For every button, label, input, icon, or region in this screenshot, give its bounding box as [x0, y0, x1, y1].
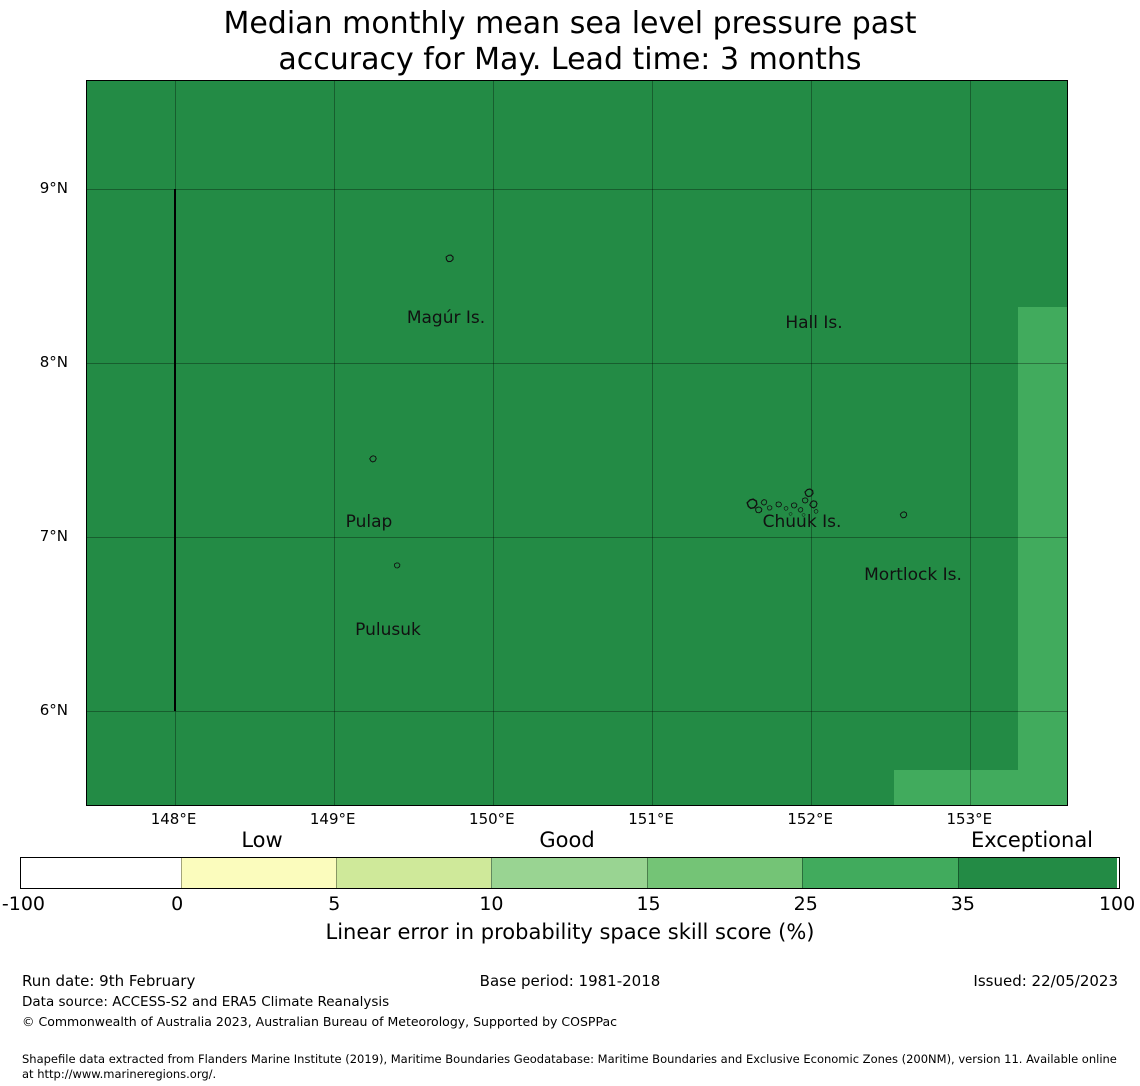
- island-label-mag-r-is: Magúr Is.: [406, 308, 486, 328]
- island-outline: [808, 499, 818, 508]
- colorbar-tick-label: 35: [950, 893, 975, 915]
- island-outline: [802, 496, 809, 503]
- gridline-vertical: [970, 81, 972, 805]
- base-period: Base period: 1981-2018: [479, 972, 661, 990]
- data-source: Data source: ACCESS-S2 and ERA5 Climate …: [22, 994, 390, 1010]
- title-line-1: Median monthly mean sea level pressure p…: [223, 6, 917, 41]
- map-plot-area[interactable]: Magúr Is. Hall Is. Pulap Chuuk Is. Mortlock …: [86, 80, 1068, 806]
- shapefile-note: Shapefile data extracted from Flanders M…: [22, 1052, 1117, 1081]
- island-label-chuuk-is: Chuuk Is.: [762, 512, 842, 532]
- colorbar-axis-title: Linear error in probability space skill …: [325, 920, 815, 944]
- footer: Run date: 9th February Base period: 1981…: [0, 972, 1140, 1086]
- island-outline: [783, 505, 789, 511]
- colorbar-segment-6[interactable]: [957, 858, 1118, 888]
- island-outline: [899, 510, 908, 518]
- eez-boundary-line: [173, 188, 176, 712]
- gridline-horizontal: [87, 363, 1067, 365]
- island-label-pulap: Pulap: [345, 512, 393, 532]
- gridline-vertical: [652, 81, 653, 805]
- x-axis-tick-label: 148°E: [150, 810, 197, 828]
- colorbar-category-low: Low: [241, 828, 283, 852]
- x-axis-tick-label: 153°E: [946, 810, 993, 828]
- run-date: Run date: 9th February: [22, 972, 196, 990]
- y-axis-tick-label: 9°N: [39, 178, 68, 197]
- gridline-horizontal: [87, 188, 1067, 190]
- colorbar-segment-4[interactable]: [646, 858, 803, 888]
- issued-date: Issued: 22/05/2023: [973, 972, 1118, 990]
- colorbar-tick-label: 100: [1098, 893, 1136, 915]
- island-outline: [801, 513, 805, 517]
- x-axis-tick-label: 149°E: [309, 810, 356, 828]
- copyright: © Commonwealth of Australia 2023, Austra…: [22, 1014, 617, 1029]
- island-outline: [775, 500, 782, 507]
- footer-row-2: Data source: ACCESS-S2 and ERA5 Climate …: [0, 994, 1140, 1014]
- island-label-pulusuk: Pulusuk: [355, 620, 421, 640]
- colorbar-tick-label: 15: [636, 893, 661, 915]
- colorbar-tick-label: 10: [479, 893, 504, 915]
- title-line-2: accuracy for May. Lead time: 3 months: [278, 42, 862, 77]
- colorbar-tick-label: 0: [171, 893, 184, 915]
- skill-fill-south-strip: [893, 770, 1067, 805]
- island-outline: [394, 561, 401, 568]
- colorbar-tick-label: 5: [328, 893, 341, 915]
- colorbar-segment-5[interactable]: [802, 858, 958, 888]
- island-outline: [797, 507, 803, 513]
- page-title: Median monthly mean sea level pressure p…: [0, 6, 1140, 78]
- colorbar-tick-label: -100: [1, 893, 46, 915]
- island-outline: [766, 505, 772, 511]
- island-label-mortlock-is: Mortlock Is.: [864, 565, 962, 585]
- colorbar-segment-0[interactable]: [21, 858, 181, 888]
- island-outline: [369, 454, 378, 463]
- island-outline: [754, 506, 762, 514]
- island-outline: [788, 512, 792, 516]
- colorbar-tick-label: 25: [793, 893, 818, 915]
- y-axis-tick-label: 8°N: [39, 353, 68, 372]
- skill-fill-northeast-corner: [1018, 81, 1067, 308]
- colorbar[interactable]: [20, 857, 1120, 889]
- gridline-vertical: [492, 81, 494, 805]
- colorbar-segment-2[interactable]: [336, 858, 492, 888]
- colorbar-category-good: Good: [539, 828, 595, 852]
- footer-row-3: © Commonwealth of Australia 2023, Austra…: [0, 1014, 1140, 1034]
- island-outline: [760, 498, 768, 506]
- y-axis-tick-label: 7°N: [39, 527, 68, 546]
- colorbar-segment-3[interactable]: [491, 858, 647, 888]
- island-outline: [791, 501, 798, 508]
- footer-row-1: Run date: 9th February Base period: 1981…: [0, 972, 1140, 994]
- footer-row-4: Shapefile data extracted from Flanders M…: [0, 1052, 1140, 1086]
- gridline-vertical: [811, 81, 813, 805]
- island-outline: [804, 488, 814, 498]
- x-axis-tick-label: 151°E: [628, 810, 674, 828]
- gridline-horizontal: [87, 711, 1067, 713]
- skill-fill-main: [87, 81, 1019, 805]
- island-label-hall-is: Hall Is.: [785, 313, 843, 333]
- island-outline: [813, 508, 819, 514]
- gridline-horizontal: [87, 537, 1067, 539]
- y-axis-tick-label: 6°N: [39, 701, 68, 720]
- island-outline: [445, 254, 454, 263]
- x-axis-tick-label: 150°E: [469, 810, 515, 828]
- gridline-vertical: [333, 81, 335, 805]
- island-outline: [746, 498, 758, 510]
- skill-fill-east-band: [1018, 307, 1067, 805]
- colorbar-category-exceptional: Exceptional: [970, 828, 1094, 852]
- colorbar-category-labels: Low Good Exceptional: [0, 828, 1140, 856]
- x-axis-tick-label: 152°E: [787, 810, 833, 828]
- colorbar-segment-1[interactable]: [180, 858, 337, 888]
